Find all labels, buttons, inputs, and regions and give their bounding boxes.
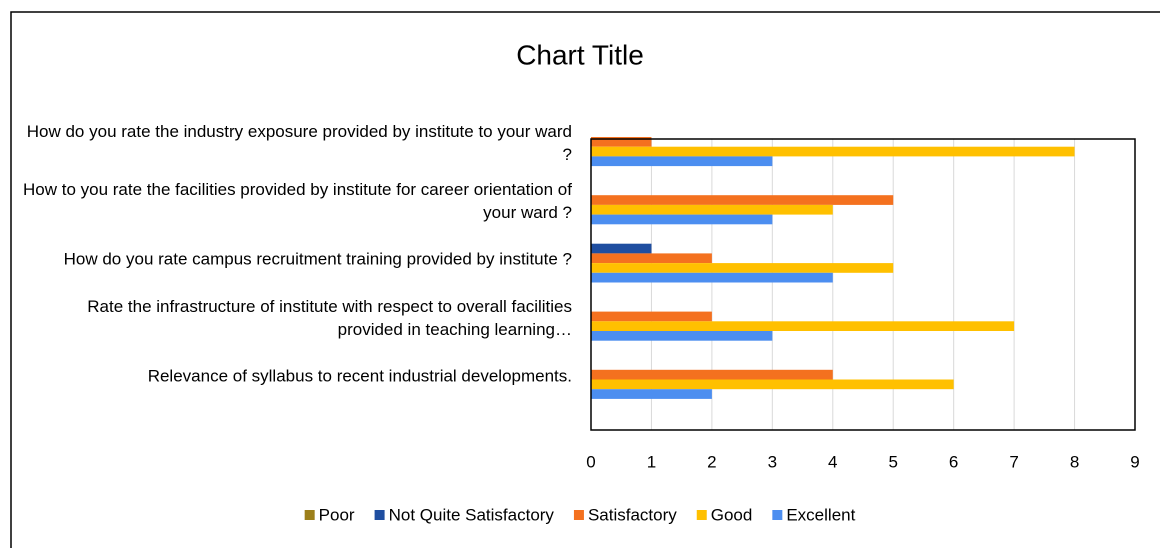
legend-swatch bbox=[374, 510, 385, 520]
category-label: How do you rate campus recruitment train… bbox=[63, 249, 572, 269]
bar bbox=[591, 379, 954, 390]
bar bbox=[591, 389, 712, 399]
bar bbox=[591, 195, 894, 205]
bar bbox=[591, 331, 773, 341]
legend-label: Not Quite Satisfactory bbox=[389, 505, 555, 524]
x-tick-label: 7 bbox=[1009, 452, 1018, 471]
category-label: How to you rate the facilities provided … bbox=[22, 180, 572, 223]
legend-swatch bbox=[573, 510, 584, 520]
bar bbox=[591, 263, 894, 273]
legend-swatch bbox=[696, 510, 707, 520]
legend-swatch bbox=[304, 510, 315, 520]
x-tick-label: 1 bbox=[647, 452, 656, 471]
legend-label: Good bbox=[711, 505, 753, 524]
bar bbox=[591, 204, 833, 215]
bar bbox=[591, 156, 773, 167]
chart-border bbox=[10, 11, 1160, 548]
category-label: How do you rate the industry exposure pr… bbox=[26, 122, 572, 164]
legend-label: Excellent bbox=[786, 505, 855, 524]
bar bbox=[591, 272, 833, 283]
bar bbox=[591, 321, 1015, 331]
bar bbox=[591, 137, 652, 147]
x-tick-label: 9 bbox=[1130, 452, 1139, 471]
bar bbox=[591, 243, 652, 254]
category-label: Relevance of syllabus to recent industri… bbox=[147, 366, 572, 386]
legend-label: Satisfactory bbox=[588, 505, 677, 524]
legend-swatch bbox=[772, 510, 783, 520]
category-label: Rate the infrastructure of institute wit… bbox=[87, 296, 572, 339]
legend-label: Poor bbox=[319, 505, 355, 524]
bar bbox=[591, 214, 773, 225]
bar bbox=[591, 253, 712, 264]
plot-border bbox=[590, 138, 1136, 431]
x-tick-label: 4 bbox=[828, 452, 837, 471]
x-tick-label: 2 bbox=[707, 452, 716, 471]
bar bbox=[591, 311, 712, 322]
x-tick-label: 0 bbox=[586, 452, 595, 471]
chart-title: Chart Title bbox=[516, 39, 644, 70]
x-tick-label: 3 bbox=[768, 452, 777, 471]
x-tick-label: 5 bbox=[888, 452, 897, 471]
x-tick-label: 8 bbox=[1070, 452, 1079, 471]
x-tick-label: 6 bbox=[949, 452, 958, 471]
bar bbox=[591, 369, 833, 380]
bar bbox=[591, 146, 1075, 157]
